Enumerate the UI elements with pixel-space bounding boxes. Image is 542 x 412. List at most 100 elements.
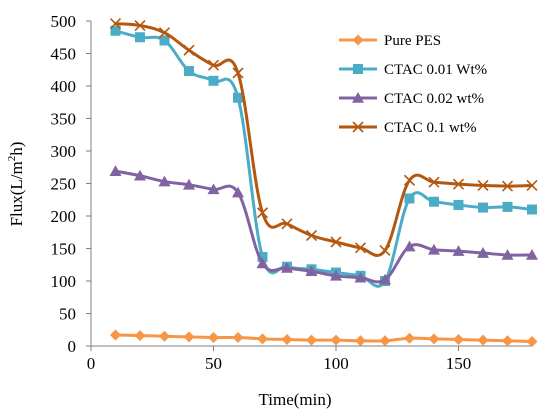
series-3 [109,18,538,257]
data-point-marker [257,333,268,345]
data-point-marker-stroke-b [477,179,489,192]
data-point-marker [306,334,317,346]
data-point-marker [404,332,415,344]
data-point-marker-stroke-b [526,179,538,192]
data-point-marker [184,66,194,77]
data-point-marker [281,262,293,273]
data-point-marker [330,334,342,346]
data-point-marker [429,196,439,207]
series-0 [110,329,538,347]
data-point-marker [453,199,464,210]
data-point-marker [330,269,342,281]
data-point-marker [305,265,318,277]
data-point-marker [379,244,391,257]
y-tick-label: 0 [68,337,77,356]
y-axis: 0 50 100 150 200 250 300 350 400 450 500 [51,12,92,356]
data-point-marker-stroke-b [109,18,122,30]
y-tick-label: 50 [59,305,76,324]
series-layer [109,18,538,347]
legend-entry: CTAC 0.01 Wt% [339,62,487,78]
legend-label: CTAC 0.1 wt% [384,120,477,136]
data-point-marker [403,174,416,186]
data-point-marker [110,25,121,36]
data-point-marker [159,330,170,342]
data-point-marker [158,27,171,39]
data-point-marker-stroke-b [379,244,391,257]
data-point-marker [428,176,440,188]
data-point-marker [232,186,244,198]
data-point-marker [281,218,293,230]
data-point-marker-stroke-b [452,178,465,190]
data-point-marker [158,175,171,187]
data-point-marker-stroke-b [256,207,269,219]
legend-swatch-marker [353,64,363,74]
legend: Pure PES CTAC 0.01 Wt% CTAC 0.02 wt% CTAC 0… [339,33,487,136]
data-point-marker [502,201,513,212]
data-point-marker [110,329,121,341]
y-axis-title: Flux(L/m2h) [6,142,26,227]
data-point-marker [403,240,416,252]
data-point-marker [355,335,366,347]
data-point-marker [207,183,220,195]
series-line [114,169,534,284]
series-line [114,333,534,343]
data-point-marker [134,19,146,32]
y-axis-title-main: Flux(L/m [7,161,26,226]
data-point-marker [477,179,489,192]
y-axis-title-end: h) [7,142,26,156]
data-point-marker [135,32,145,43]
data-point-marker [183,331,195,343]
data-point-marker [183,178,195,190]
data-point-marker-stroke-b [428,176,440,188]
data-point-marker-stroke-b [501,180,514,192]
y-tick-label: 450 [51,45,77,64]
data-point-marker [256,207,269,219]
y-tick-label: 400 [51,77,77,96]
data-point-marker [477,247,489,258]
legend-label: CTAC 0.01 Wt% [384,62,487,78]
x-axis-title: Time(min) [258,390,331,409]
data-point-marker [354,242,367,254]
legend-entry: CTAC 0.02 wt% [339,91,484,107]
data-point-marker-stroke-b [207,59,220,71]
y-tick-label: 200 [51,207,77,226]
data-point-marker [526,249,538,260]
x-tick-label: 0 [87,354,96,373]
data-point-marker [305,229,318,242]
data-point-marker [526,179,538,192]
y-tick-label: 250 [51,175,77,194]
data-point-marker [354,271,367,283]
data-point-marker [428,333,440,345]
y-tick-label: 300 [51,142,77,161]
data-point-marker [207,59,220,71]
data-point-marker-stroke-b [134,19,146,32]
data-point-marker-stroke-b [183,44,195,56]
data-point-marker [256,257,269,269]
data-point-marker [527,204,537,215]
data-point-marker [428,243,440,255]
data-point-marker [208,332,219,344]
y-tick-label: 350 [51,110,77,129]
data-point-marker [208,75,219,86]
legend-label: Pure PES [384,33,441,49]
legend-swatch-marker [352,121,364,133]
data-point-marker [257,251,268,262]
data-point-marker-stroke-b [305,229,318,242]
data-point-marker [501,180,514,192]
data-point-marker [134,169,146,181]
data-point-marker [281,334,293,345]
data-point-marker-stroke-b [232,67,244,79]
data-point-marker [109,165,122,176]
x-tick-label: 150 [446,354,472,373]
data-point-marker [379,273,391,285]
data-point-marker-stroke-b [330,236,342,248]
legend-entry: CTAC 0.1 wt% [339,120,477,136]
data-point-marker [232,67,244,79]
data-point-marker-stroke-b [158,27,171,39]
data-point-marker [452,245,465,256]
data-point-marker [109,18,122,30]
y-tick-label: 500 [51,12,77,31]
legend-label: CTAC 0.02 wt% [384,91,484,107]
data-point-marker-stroke-b [354,242,367,254]
